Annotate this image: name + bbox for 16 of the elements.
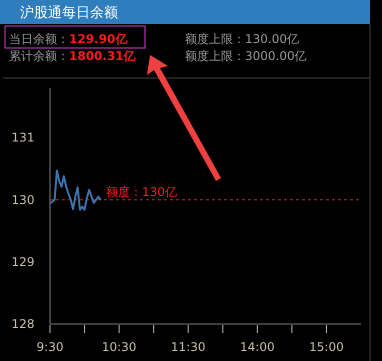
x-tick-label: 15:00 xyxy=(309,340,344,354)
line-series xyxy=(49,170,102,211)
chart-title: 沪股通每日余额 xyxy=(20,5,118,21)
y-tick-label: 128 xyxy=(12,317,34,331)
ref-line-label: 额度：130亿 xyxy=(106,184,177,199)
y-tick-label: 129 xyxy=(12,254,34,269)
text: 当日余额：129.90亿 xyxy=(9,32,128,46)
x-tick-label: 11:30 xyxy=(170,340,206,354)
text: 额度上限：130.00亿 xyxy=(185,32,299,46)
text: 额度上限：3000.00亿 xyxy=(185,49,307,63)
x-tick-label: 14:00 xyxy=(240,340,275,354)
x-tick-label: 9:30 xyxy=(36,340,64,354)
text: 累计余额：1800.31亿 xyxy=(9,49,137,63)
y-tick-label: 131 xyxy=(12,130,34,145)
x-tick-label: 10:30 xyxy=(102,340,136,354)
y-tick-label: 130 xyxy=(12,192,34,207)
